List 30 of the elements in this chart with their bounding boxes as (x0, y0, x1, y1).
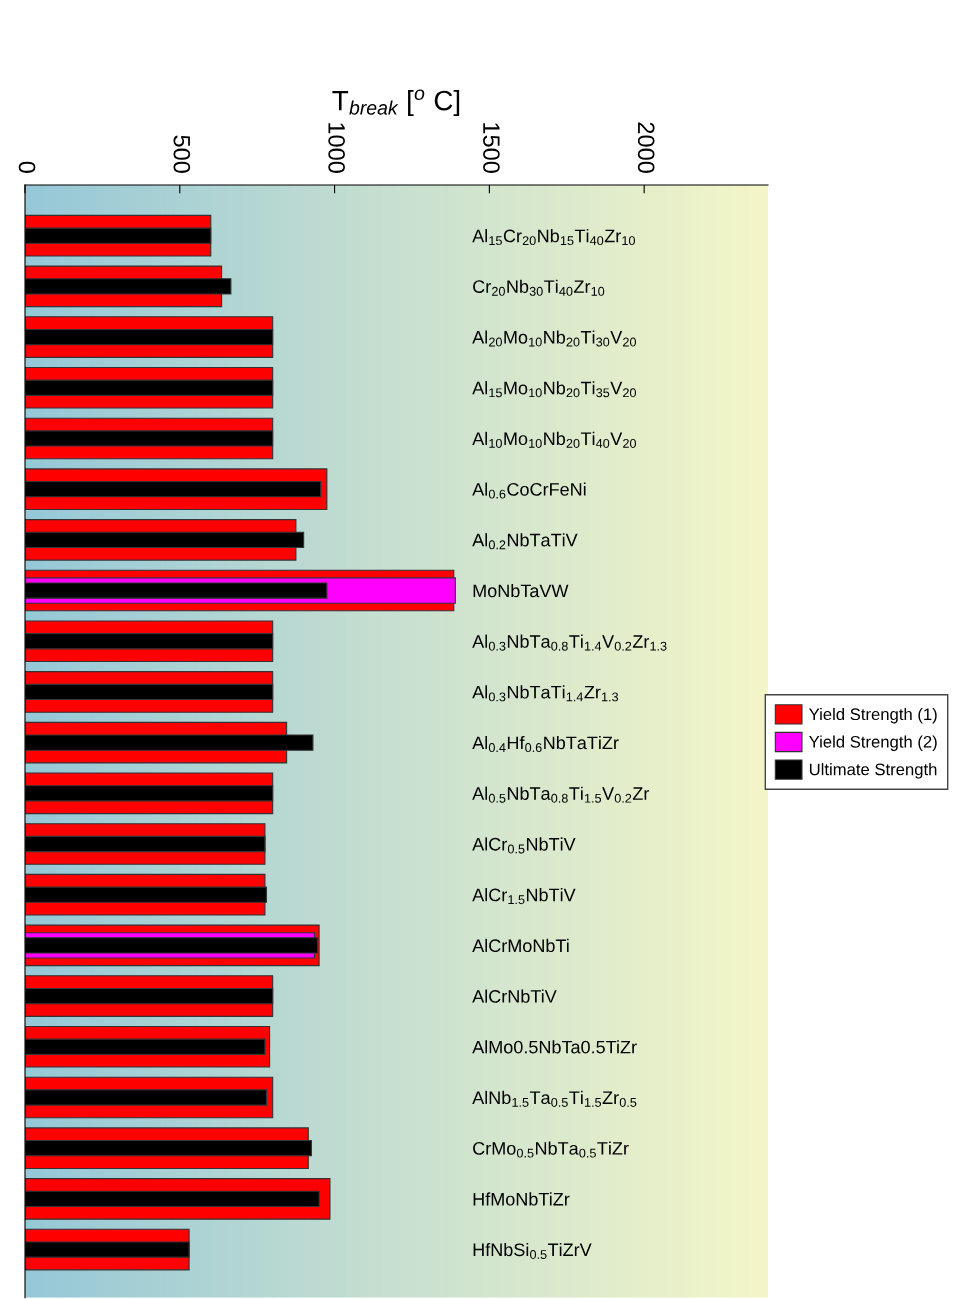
legend-label: Ultimate Strength (809, 763, 937, 779)
category-label: Al$_{0.3}$NbTa$_{0.8}$Ti$_{1.4}$V$_{0.2}$Zr$_{1.3}$ (472, 634, 667, 651)
y-tick-label: CrMo$_{0.5}$NbTa$_{0.5}$TiZr (473, 1141, 629, 1158)
category-label: Al$_{10}$Mo$_{10}$Nb$_{20}$Ti$_{40}$V$_{20}$ (472, 431, 637, 448)
y-tick-label: Al$_{0.6}$CoCrFeNi (472, 482, 586, 499)
x-tick-label: 500 (173, 135, 191, 173)
y-tick-label: AlNb$_{1.5}$Ta$_{0.5}$Ti$_{1.5}$Zr$_{0.5}$ (472, 1090, 637, 1107)
category-label: Al$_{15}$Cr$_{20}$Nb$_{15}$Ti$_{40}$Zr$_{10}$ (472, 229, 635, 246)
y-tick-label: HfNbSi$_{0.5}$TiZrV (473, 1242, 592, 1259)
category-label: Al$_{15}$Mo$_{10}$Nb$_{20}$Ti$_{35}$V$_{20}$ (472, 381, 637, 398)
y-tick-label: MoNbTaVW (473, 584, 569, 598)
x-tick-label: 1500 (483, 123, 500, 173)
y-tick-label: Al$_{0.4}$Hf$_{0.6}$NbTaTiZr (472, 735, 619, 753)
category-label: Al$_{20}$Mo$_{10}$Nb$_{20}$Ti$_{30}$V$_{20}$ (472, 330, 637, 347)
y-tick-label: Al$_{0.3}$NbTaTi$_{1.4}$Zr$_{1.3}$ (472, 685, 619, 702)
y-tick-label: AlCrNbTiV (472, 989, 557, 1003)
x-tick-label: 1000 (328, 123, 345, 173)
x-axis-title: T$_{break}$ [$^{o}$ C] (332, 89, 460, 116)
y-tick-label: AlMo0.5NbTa0.5TiZr (472, 1040, 637, 1054)
y-tick-label: AlCrMoNbTi (472, 938, 569, 953)
x-tick-label: 0 (18, 161, 36, 173)
legend-label: Yield Strength (1) (809, 707, 937, 724)
x-tick-label: 2000 (637, 122, 655, 173)
y-tick-label: HfMoNbTiZr (473, 1192, 570, 1206)
y-tick-label: AlCr$_{0.5}$NbTiV (472, 837, 576, 854)
legend-label: Yield Strength (2) (809, 735, 937, 751)
y-tick-label: Al$_{0.2}$NbTaTiV (472, 533, 578, 550)
y-tick-label: AlCr$_{1.5}$NbTiV (472, 888, 576, 905)
category-label: Al$_{0.5}$NbTa$_{0.8}$Ti$_{1.5}$V$_{0.2}$Zr (472, 786, 650, 803)
y-tick-label: Cr$_{20}$Nb$_{30}$Ti$_{40}$Zr$_{10}$ (473, 279, 605, 296)
